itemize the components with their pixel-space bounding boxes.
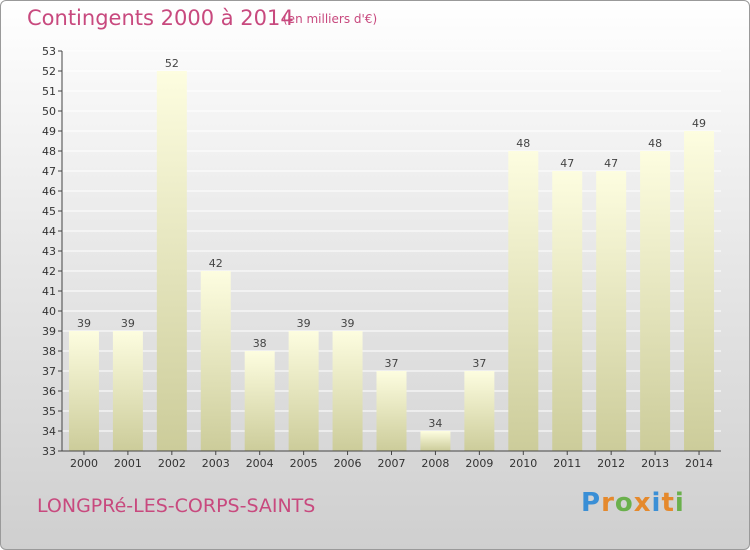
- data-label: 39: [341, 317, 355, 330]
- data-label: 42: [209, 257, 223, 270]
- bar: [684, 131, 715, 451]
- y-tick-label: 39: [42, 325, 56, 338]
- chart-title: Contingents 2000 à 2014: [27, 6, 294, 30]
- x-tick-label: 2002: [158, 457, 186, 470]
- x-tick-label: 2001: [114, 457, 142, 470]
- logo-letter: x: [633, 488, 652, 518]
- data-label: 48: [516, 137, 530, 150]
- data-label: 47: [560, 157, 574, 170]
- y-tick-label: 49: [42, 125, 56, 138]
- bars: [68, 71, 715, 451]
- place-name: LONGPRé-LES-CORPS-SAINTS: [37, 495, 316, 517]
- data-label: 39: [297, 317, 311, 330]
- data-label: 49: [692, 117, 706, 130]
- y-tick-label: 45: [42, 205, 56, 218]
- bar: [332, 331, 363, 451]
- y-tick-label: 44: [42, 225, 56, 238]
- bar: [244, 351, 275, 451]
- x-tick-label: 2005: [290, 457, 318, 470]
- data-label: 48: [648, 137, 662, 150]
- y-tick-label: 47: [42, 165, 56, 178]
- x-tick-label: 2003: [202, 457, 230, 470]
- x-tick-label: 2010: [509, 457, 537, 470]
- logo-letter: i: [651, 488, 662, 518]
- axes: [58, 50, 721, 455]
- data-label: 52: [165, 57, 179, 70]
- data-label: 37: [385, 357, 399, 370]
- x-tick-label: 2000: [70, 457, 98, 470]
- y-tick-label: 41: [42, 285, 56, 298]
- bar: [464, 371, 495, 451]
- bar: [420, 431, 451, 451]
- bar: [508, 151, 539, 451]
- bar: [288, 331, 319, 451]
- y-tick-label: 48: [42, 145, 56, 158]
- logo-letter: r: [601, 488, 615, 518]
- y-tick-label: 43: [42, 245, 56, 258]
- x-tick-label: 2007: [378, 457, 406, 470]
- y-tick-label: 38: [42, 345, 56, 358]
- proxiti-logo: Proxiti: [581, 488, 685, 518]
- y-tick-label: 40: [42, 305, 56, 318]
- bar: [112, 331, 143, 451]
- x-tick-label: 2009: [465, 457, 493, 470]
- data-label: 38: [253, 337, 267, 350]
- data-label: 47: [604, 157, 618, 170]
- x-tick-label: 2014: [685, 457, 713, 470]
- logo-letter: o: [614, 488, 634, 518]
- x-tick-label: 2008: [421, 457, 449, 470]
- logo-letter: P: [581, 488, 602, 518]
- y-tick-label: 52: [42, 65, 56, 78]
- bar: [596, 171, 627, 451]
- bar: [68, 331, 99, 451]
- data-label: 39: [121, 317, 135, 330]
- data-label: 37: [472, 357, 486, 370]
- y-tick-label: 46: [42, 185, 56, 198]
- labels: 33 34 35 36 37 38 39 40 41 42 43 44 45 46 47 48 49 50 51 52…: [42, 45, 713, 470]
- x-tick-label: 2006: [334, 457, 362, 470]
- logo-letter: t: [661, 488, 675, 518]
- logo-letter: i: [674, 488, 685, 518]
- x-tick-label: 2004: [246, 457, 274, 470]
- y-tick-label: 37: [42, 365, 56, 378]
- y-tick-label: 33: [42, 445, 56, 458]
- data-label: 34: [428, 417, 442, 430]
- y-tick-label: 34: [42, 425, 56, 438]
- x-tick-label: 2011: [553, 457, 581, 470]
- y-tick-label: 35: [42, 405, 56, 418]
- chart-subtitle: (en milliers d'€): [283, 12, 378, 26]
- x-tick-label: 2013: [641, 457, 669, 470]
- data-label: 39: [77, 317, 91, 330]
- bar: [552, 171, 583, 451]
- bar: [376, 371, 407, 451]
- y-tick-label: 42: [42, 265, 56, 278]
- y-tick-label: 53: [42, 45, 56, 58]
- y-tick-label: 50: [42, 105, 56, 118]
- bar: [640, 151, 671, 451]
- bar: [156, 71, 187, 451]
- y-tick-label: 36: [42, 385, 56, 398]
- x-tick-label: 2012: [597, 457, 625, 470]
- bar: [200, 271, 231, 451]
- y-tick-label: 51: [42, 85, 56, 98]
